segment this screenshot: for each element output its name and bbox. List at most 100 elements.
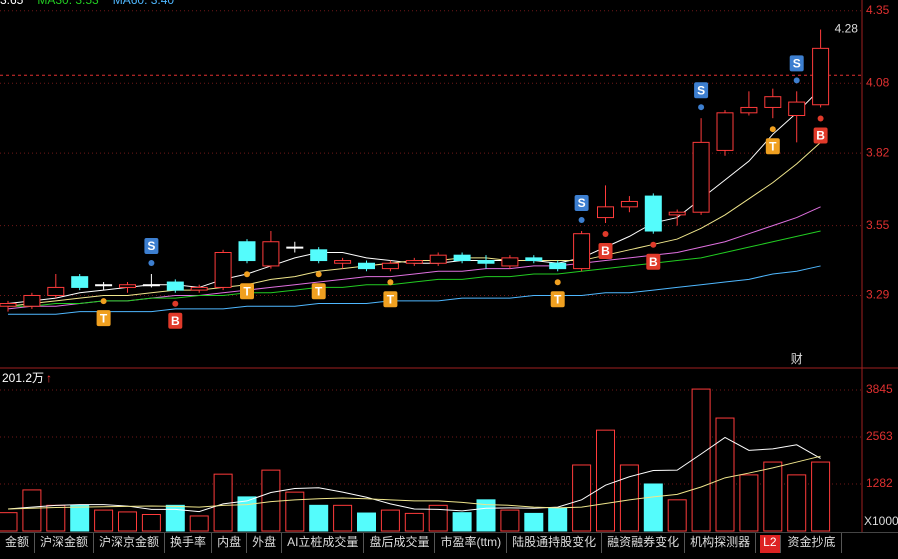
tab[interactable]: 融资融券变化 <box>602 533 686 553</box>
tab[interactable]: 盘后成交量 <box>364 533 436 553</box>
volume-bar <box>404 512 424 532</box>
volume-bar <box>0 512 18 532</box>
tab[interactable]: 市盈率(ttm) <box>435 533 508 553</box>
signal-badge <box>168 312 183 329</box>
candle-body <box>334 260 352 264</box>
candle-body <box>668 211 686 216</box>
volume-bar <box>619 464 639 532</box>
volume-bar <box>572 464 592 532</box>
candle-body <box>549 262 567 270</box>
volume-bar <box>261 469 281 532</box>
signal-label: S <box>147 239 155 253</box>
candle-body <box>142 284 160 287</box>
volume-bar <box>94 509 114 532</box>
signal-dot <box>100 298 107 305</box>
volume-bar <box>189 515 209 532</box>
candle-body <box>381 262 399 270</box>
volume-ma-line <box>7 455 821 510</box>
tab[interactable]: 资金抄底 <box>783 533 842 553</box>
signal-badge <box>96 310 111 327</box>
ma-line <box>8 265 821 315</box>
volume-bar <box>237 496 257 532</box>
candle-body <box>190 286 208 291</box>
signal-badge <box>598 242 613 259</box>
volume-bar <box>46 504 66 532</box>
candle-body <box>95 284 113 287</box>
candle-body <box>573 233 591 270</box>
candle-body <box>620 200 638 208</box>
candle-body <box>764 96 782 108</box>
signal-badge <box>240 283 254 300</box>
signal-label: B <box>816 129 825 143</box>
volume-arrow: ↑ <box>46 371 52 385</box>
tab-bar: 金额 沪深金额 沪深京金额 换手率 内盘 外盘 AI立桩成交量 盘后成交量 市盈率(ttm) 陆股… <box>0 532 898 553</box>
candle-body <box>71 276 89 288</box>
candle-body <box>501 257 519 267</box>
candle-body <box>310 249 328 262</box>
legend-text: 3.65 <box>0 0 24 7</box>
volume-bar <box>739 474 759 532</box>
signal-dot <box>172 300 179 307</box>
tab[interactable]: 换手率 <box>165 533 213 553</box>
signal-dot <box>650 241 657 248</box>
candle-body <box>740 106 758 114</box>
volume-bar <box>213 473 233 532</box>
signal-dot <box>387 279 394 286</box>
signal-label: T <box>100 311 108 325</box>
signal-dot <box>578 217 585 224</box>
signal-dot <box>769 126 776 133</box>
volume-bar <box>476 499 496 532</box>
signal-dot <box>698 104 705 111</box>
candle-body <box>453 254 471 262</box>
candle-body <box>692 141 710 213</box>
signal-badge <box>574 195 589 212</box>
volume-bar <box>715 417 735 532</box>
volume-bar <box>452 512 472 532</box>
signal-dot <box>244 271 250 278</box>
signal-label: T <box>243 284 251 298</box>
tab[interactable]: 金额 <box>0 533 36 553</box>
volume-bar <box>357 512 376 532</box>
candle-body <box>716 112 734 151</box>
volume-bar <box>643 483 663 532</box>
tab[interactable]: 沪深京金额 <box>94 533 166 553</box>
signal-dot <box>793 77 800 84</box>
volume-bar <box>787 474 807 532</box>
candle-body <box>286 246 304 249</box>
candle-body <box>525 257 543 262</box>
tab[interactable]: 外盘 <box>247 533 283 553</box>
volume-bar <box>70 504 90 532</box>
tab[interactable]: L2 <box>760 535 781 553</box>
unit-label: X1000 <box>864 514 898 528</box>
signal-label: S <box>697 83 705 97</box>
y-tick-label: 2563 <box>866 429 893 443</box>
tab[interactable]: 沪深金额 <box>35 533 95 553</box>
volume-ma-line <box>7 436 821 513</box>
signal-badge <box>311 283 326 300</box>
candle-body <box>644 195 662 232</box>
tab[interactable]: 内盘 <box>212 533 248 553</box>
signal-badge <box>789 55 804 72</box>
volume-bar <box>596 429 615 532</box>
volume-bar <box>548 507 568 532</box>
signal-dot <box>554 279 561 286</box>
signal-badge <box>694 82 709 99</box>
signal-label: B <box>649 255 658 269</box>
y-tick-label: 3.29 <box>866 288 890 302</box>
legend-text: MA60: 3.40 <box>113 0 175 7</box>
tab[interactable]: 机构探测器 <box>685 533 757 553</box>
tab[interactable]: AI立桩成交量 <box>282 533 365 553</box>
signal-label: T <box>315 284 323 298</box>
tab[interactable]: 陆股通持股变化 <box>507 533 603 553</box>
volume-bar <box>500 509 520 532</box>
signal-badge <box>144 237 159 254</box>
candle-body <box>119 284 136 288</box>
y-tick-label: 4.35 <box>866 3 890 17</box>
signal-dot <box>148 259 155 266</box>
signal-badge <box>765 138 780 155</box>
signal-dot <box>315 271 322 278</box>
volume-bar <box>763 461 783 532</box>
volume-bar <box>811 461 831 532</box>
candle-body <box>597 206 614 219</box>
candle-body <box>812 47 830 106</box>
